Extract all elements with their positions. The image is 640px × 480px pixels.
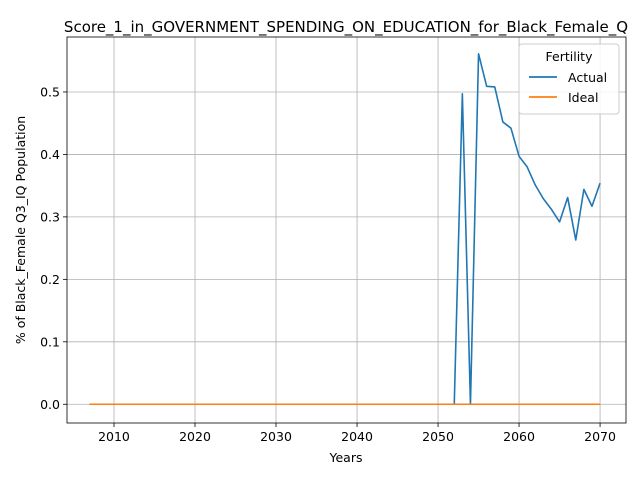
y-axis-title: % of Black_Female Q3_IQ Population [13,116,28,344]
chart-title: Score_1_in_GOVERNMENT_SPENDING_ON_EDUCAT… [64,18,628,37]
y-axis: 0.0 0.1 0.2 0.3 0.4 0.5 [40,84,67,412]
legend-label-ideal: Ideal [568,90,598,105]
y-tick-label: 0.2 [40,272,60,287]
x-tick-label: 2040 [341,429,373,444]
x-tick-label: 2020 [179,429,211,444]
x-tick-label: 2030 [260,429,292,444]
legend-label-actual: Actual [568,70,607,85]
legend: Fertility Actual Ideal [518,43,620,115]
y-tick-label: 0.4 [40,147,60,162]
plot-frame [66,36,627,424]
x-axis: 2010 2020 2030 2040 2050 2060 2070 [98,423,616,444]
y-tick-label: 0.3 [40,209,60,224]
y-tick-label: 0.5 [40,84,60,99]
x-tick-label: 2050 [422,429,454,444]
y-tick-label: 0.0 [40,397,60,412]
x-tick-label: 2060 [503,429,535,444]
x-axis-title: Years [329,450,363,465]
y-tick-label: 0.1 [40,334,60,349]
x-tick-label: 2010 [98,429,130,444]
series-lines [89,53,601,406]
x-tick-label: 2070 [584,429,616,444]
legend-title: Fertility [546,49,594,64]
